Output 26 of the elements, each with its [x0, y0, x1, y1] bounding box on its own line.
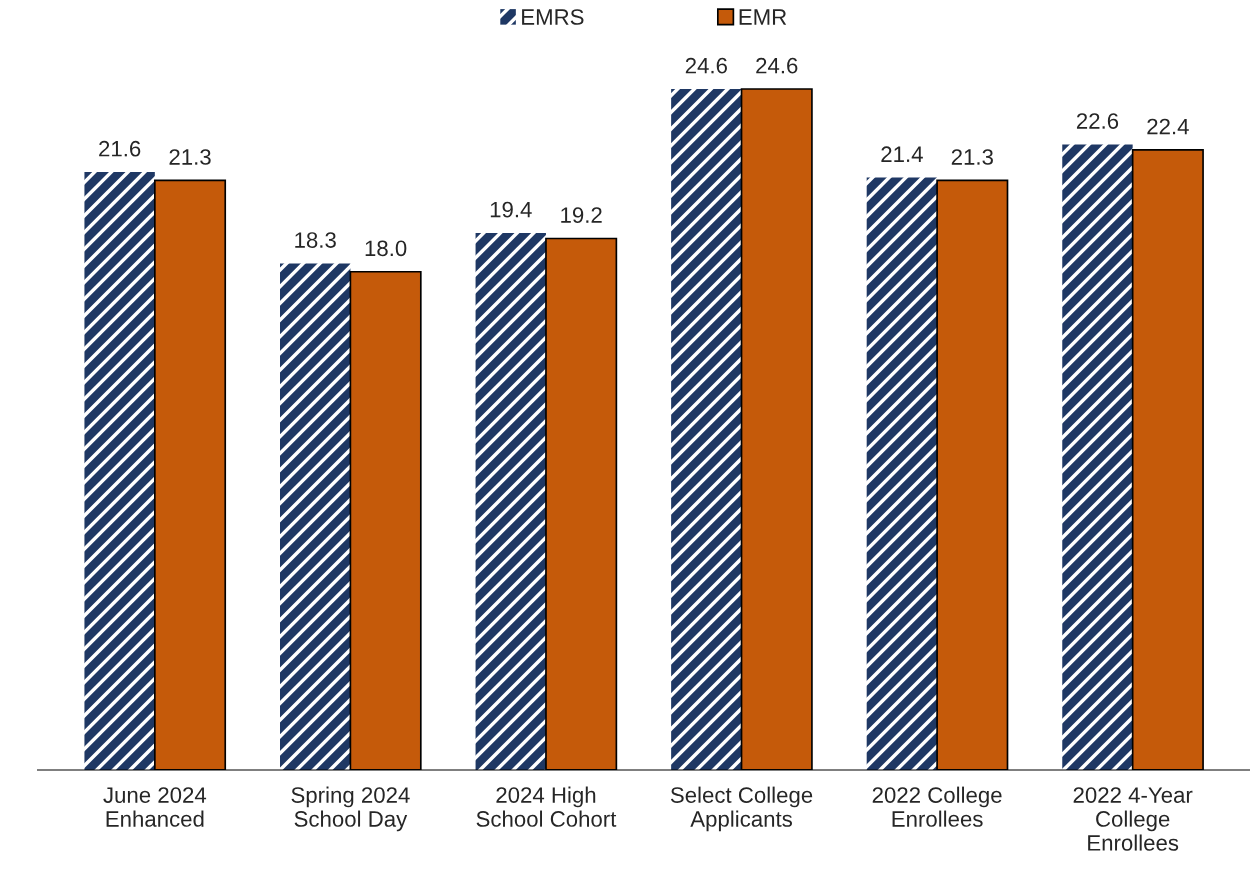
bar: [280, 263, 351, 770]
data-label: 18.3: [295, 232, 336, 248]
bar: [671, 89, 742, 770]
data-label: 21.4: [881, 146, 923, 162]
data-label: 21.3: [169, 149, 211, 165]
legend-label: EMRS: [522, 9, 584, 25]
x-tick-label: 2022 College Enrollees: [872, 786, 1002, 827]
bar: [866, 177, 938, 770]
x-tick-label: Select College Applicants: [670, 786, 813, 832]
bar: [84, 172, 155, 770]
x-tick-label: 2024 High School Cohort: [476, 786, 617, 827]
data-label: 22.4: [1147, 118, 1189, 135]
x-tick-label: 2022 4-Year College Enrollees: [1073, 787, 1193, 851]
data-label: 21.6: [99, 140, 141, 157]
legend-label: EMR: [739, 9, 787, 25]
data-label: 24.6: [756, 57, 798, 74]
bar: [1062, 144, 1133, 770]
data-label: 24.6: [685, 57, 727, 74]
bar: [475, 232, 546, 770]
data-label: 22.6: [1076, 113, 1119, 129]
data-label: 18.0: [365, 240, 407, 257]
data-label: 19.2: [561, 207, 602, 223]
data-label: 21.3: [951, 149, 993, 165]
x-tick-label: Spring 2024 School Day: [291, 786, 410, 832]
data-label: 19.4: [490, 201, 532, 218]
x-tick-label: June 2024 Enhanced: [103, 787, 207, 827]
